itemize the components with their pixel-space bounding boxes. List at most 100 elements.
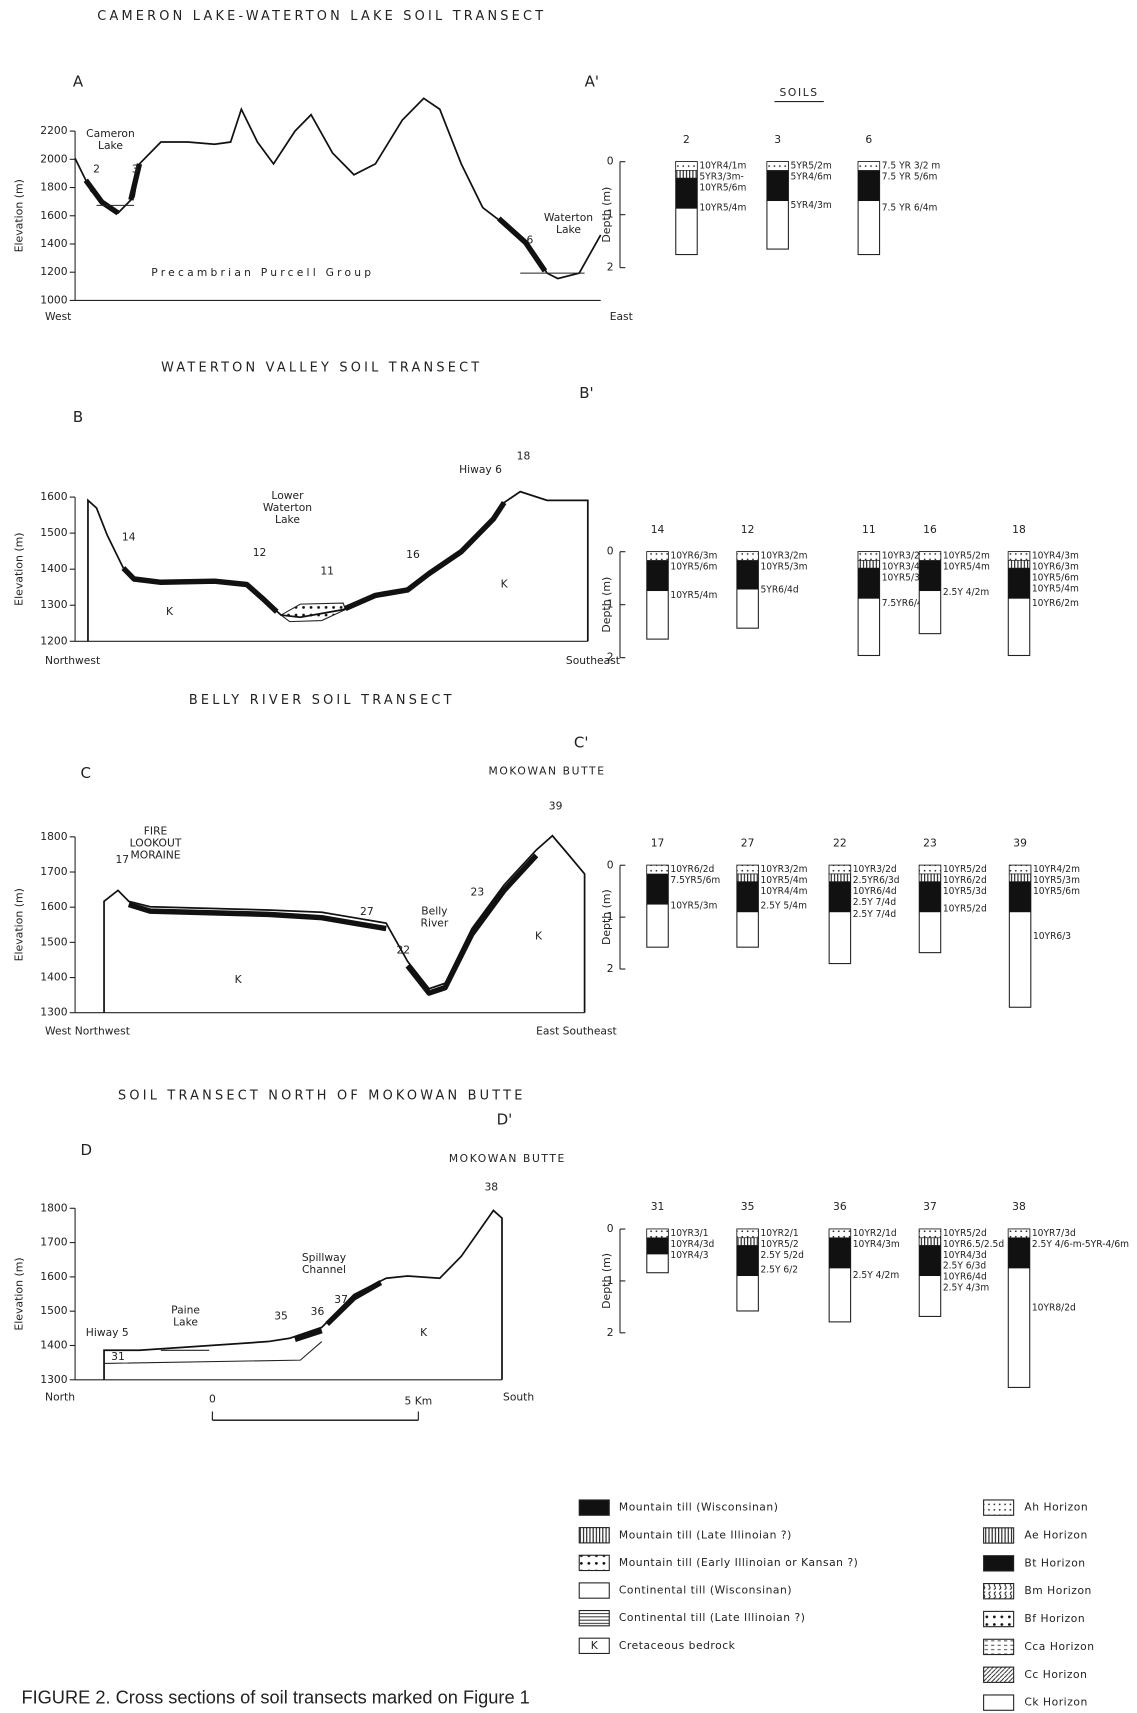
transect-annotation: 27 xyxy=(360,905,374,918)
horizon-label: 5YR3/3m- xyxy=(699,171,743,182)
horizon-label: 10YR2/1d xyxy=(853,1228,897,1239)
y-tick-label: 1700 xyxy=(40,865,67,878)
transect-annotation: K xyxy=(166,605,174,618)
y-tick-label: 1400 xyxy=(40,1338,67,1351)
terrain-profile xyxy=(103,834,586,1013)
horizon-band xyxy=(828,864,851,875)
profile-id: 14 xyxy=(651,523,665,536)
horizon-label: 2.5Y 6/2 xyxy=(761,1264,799,1275)
y-tick-label: 1500 xyxy=(40,526,67,539)
transect-annotation: Belly River xyxy=(421,905,449,930)
horizon-label: 10YR6/2d xyxy=(943,875,987,886)
y-tick-label: 2000 xyxy=(40,152,67,165)
y-tick-label: 1600 xyxy=(40,490,67,503)
horizon-band xyxy=(919,881,941,913)
horizon-label: 5YR4/6m xyxy=(791,171,832,182)
section-start-label: C xyxy=(80,764,90,782)
transect-annotation: Precambrian Purcell Group xyxy=(151,266,374,279)
y-axis-label: Elevation (m) xyxy=(12,1257,25,1330)
horizon-band xyxy=(646,1237,669,1255)
legend-label: Cc Horizon xyxy=(1024,1668,1087,1681)
legend-label: Bm Horizon xyxy=(1024,1584,1092,1597)
horizon-label: 10YR3/1 xyxy=(670,1228,708,1239)
horizon-label: 2.5Y 5/4m xyxy=(761,901,807,912)
transect-panel: WATERTON VALLEY SOIL TRANSECT B B' 1600 1500… xyxy=(12,361,1079,667)
horizon-label: 10YR5/2d xyxy=(943,903,987,914)
horizon-label: 5YR4/3m xyxy=(791,200,832,211)
horizon-band xyxy=(675,178,698,209)
transect-title: SOIL TRANSECT NORTH OF MOKOWAN BUTTE xyxy=(118,1088,526,1103)
horizon-band xyxy=(828,1228,851,1239)
soil-deposit xyxy=(325,1280,383,1327)
horizon-label: 2.5Y 6/3d xyxy=(943,1261,986,1272)
profile-id: 35 xyxy=(741,1200,755,1213)
horizon-band xyxy=(918,864,942,875)
terrain-profile xyxy=(74,97,602,280)
figure-caption: FIGURE 2. Cross sections of soil transec… xyxy=(21,1687,529,1708)
profile-id: 12 xyxy=(741,523,755,536)
section-end-label: D' xyxy=(497,1110,513,1128)
horizon-band xyxy=(1007,551,1031,561)
depth-tick-label: 0 xyxy=(607,1222,614,1235)
horizon-band xyxy=(675,161,698,171)
horizon-band xyxy=(766,170,789,202)
horizon-band xyxy=(918,1237,942,1246)
horizon-band xyxy=(1009,864,1032,875)
horizon-band xyxy=(919,560,941,592)
soil-deposit xyxy=(121,566,279,614)
legend-label: Mountain till (Late Illinoian ?) xyxy=(619,1528,792,1541)
profile-id: 3 xyxy=(774,133,781,146)
horizon-label: 5YR6/4d xyxy=(761,584,799,595)
depth-tick-label: 2 xyxy=(607,1326,614,1339)
y-axis-label: Elevation (m) xyxy=(12,888,25,961)
transect-annotation: K xyxy=(420,1326,428,1339)
horizon-band xyxy=(736,1245,759,1277)
horizon-label: 10YR4/3d xyxy=(670,1239,714,1250)
depth-tick-label: 0 xyxy=(607,155,614,168)
transect-annotation: 18 xyxy=(517,450,531,463)
horizon-band xyxy=(736,1237,759,1246)
horizon-label: 10YR5/2d xyxy=(943,1228,987,1239)
horizon-label: 10YR4/3m xyxy=(853,1239,900,1250)
horizon-band xyxy=(857,560,880,569)
y-tick-label: 1500 xyxy=(40,1304,67,1317)
horizon-label: 2.5Y 4/3m xyxy=(943,1282,989,1293)
legend-label: Cretaceous bedrock xyxy=(619,1639,736,1652)
horizon-band xyxy=(736,551,759,561)
horizon-band xyxy=(646,1228,669,1239)
horizon-band xyxy=(1008,568,1030,599)
horizon-label: 10YR3/2m xyxy=(761,551,808,562)
y-tick-label: 1300 xyxy=(40,1006,67,1019)
horizon-label: 2.5Y 4/6-m-5YR-4/6m xyxy=(1032,1239,1129,1250)
section-start-label: B xyxy=(73,408,83,426)
depth-tick-label: 2 xyxy=(607,261,614,274)
transect-annotation: 39 xyxy=(549,799,563,812)
horizon-band xyxy=(858,170,880,202)
horizon-label: 2.5Y 7/4d xyxy=(853,897,896,908)
horizon-band xyxy=(919,1245,941,1277)
profile-id: 31 xyxy=(651,1200,665,1213)
soil-deposit xyxy=(83,178,120,216)
transect-annotation: FIRE LOOKOUT MORAINE xyxy=(130,824,182,861)
transect-annotation: K xyxy=(235,973,243,986)
y-tick-label: 1400 xyxy=(40,562,67,575)
legend-swatch xyxy=(983,1527,1015,1544)
horizon-label: 10YR5/6m xyxy=(1032,572,1079,583)
y-tick-label: 1600 xyxy=(40,209,67,222)
legend-swatch xyxy=(578,1499,610,1516)
horizon-band xyxy=(736,881,759,913)
transect-annotation: Hiway 6 xyxy=(459,463,502,476)
landmark-label: MOKOWAN BUTTE xyxy=(489,764,606,777)
soils-heading: SOILS xyxy=(780,86,819,99)
horizon-label: 10YR6/4d xyxy=(943,1272,987,1283)
soil-deposit xyxy=(497,216,548,273)
soil-deposit xyxy=(127,901,387,932)
horizon-label: 2.5Y 5/2d xyxy=(761,1250,804,1261)
transect-annotation: Lower Waterton Lake xyxy=(263,489,312,526)
legend-swatch xyxy=(983,1610,1015,1628)
horizon-label: 7.5YR5/6m xyxy=(670,875,720,886)
horizon-band xyxy=(1007,560,1031,569)
horizon-label: 10YR5/3m xyxy=(670,901,717,912)
horizon-label: 10YR5/4m xyxy=(943,561,990,572)
